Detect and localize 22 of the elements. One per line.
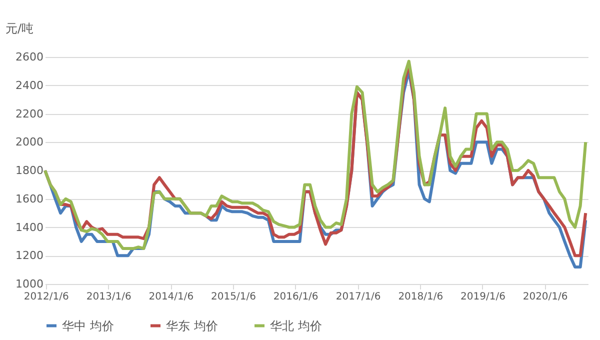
y-tick-label: 2400 [16,78,44,92]
y-tick-label: 1200 [16,249,44,262]
legend-label: 华中 均价 [62,318,114,333]
x-tick-label: 2012/1/6 [24,292,69,302]
y-axis-title: 元/吨 [6,22,34,36]
y-tick-label: 1800 [16,164,44,177]
x-tick-label: 2016/1/6 [273,292,318,302]
x-tick-label: 2020/1/6 [522,292,568,302]
x-tick-label: 2013/1/6 [86,292,132,302]
legend-label: 华东 均价 [166,318,218,333]
y-tick-label: 1600 [16,192,44,206]
y-tick-label: 2200 [16,107,44,120]
y-tick-label: 1400 [16,220,44,234]
x-tick-label: 2019/1/6 [460,292,506,302]
y-tick-label: 2600 [16,50,44,64]
y-tick-label: 2000 [16,136,44,149]
x-tick-label: 2014/1/6 [148,292,194,302]
y-tick-label: 1000 [16,278,44,290]
x-tick-label: 2015/1/6 [211,292,256,302]
x-tick-label: 2018/1/6 [398,292,444,302]
legend-label: 华北 均价 [270,318,322,333]
x-tick-label: 2017/1/6 [336,292,381,302]
